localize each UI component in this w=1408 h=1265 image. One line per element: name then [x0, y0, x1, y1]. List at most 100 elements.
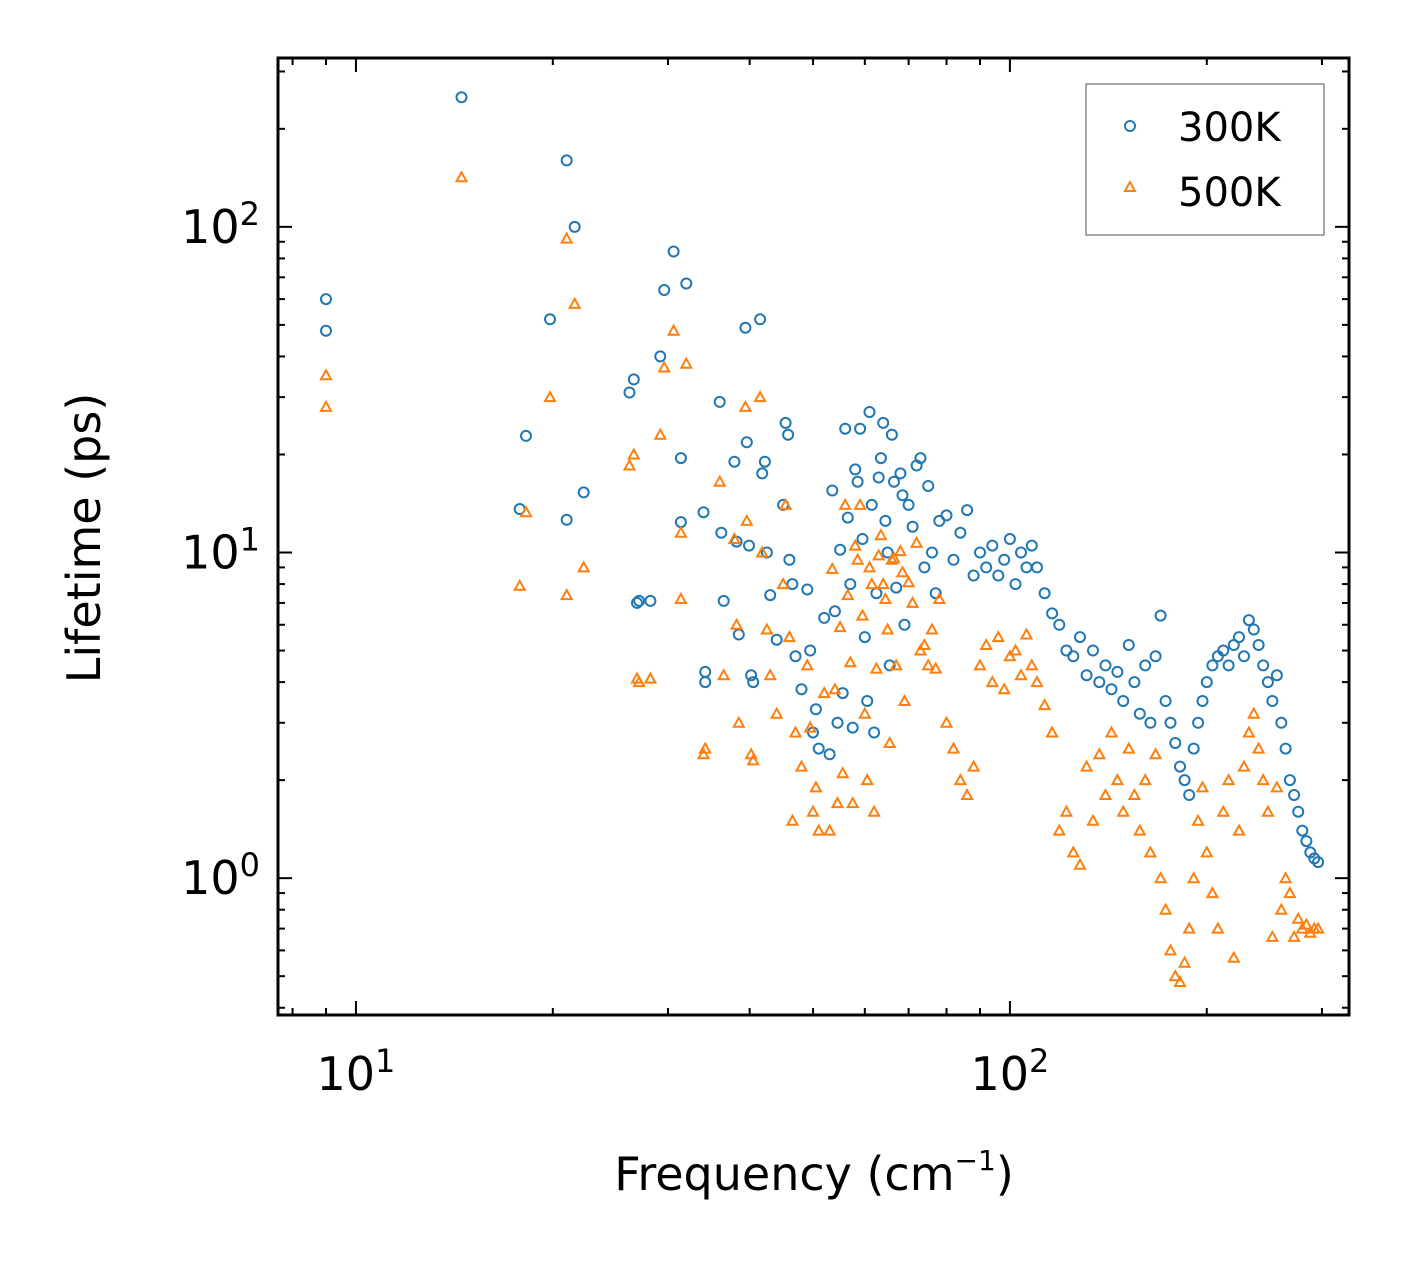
point-300K-134 [1174, 760, 1186, 773]
point-500K-64 [860, 773, 874, 786]
point-300K-100 [974, 546, 986, 559]
point-300K-40 [770, 633, 783, 646]
point-300K-77 [879, 514, 892, 527]
point-300K-18 [674, 452, 687, 465]
point-300K-58 [834, 543, 847, 556]
point-300K-84 [896, 489, 909, 502]
point-300K-12 [631, 596, 643, 609]
point-300K-98 [961, 504, 974, 517]
point-500K-22 [698, 741, 712, 754]
point-500K-96 [979, 637, 993, 650]
point-500K-17 [666, 323, 681, 336]
point-500K-78 [893, 544, 908, 557]
point-500K-136 [1205, 886, 1220, 899]
point-300K-149 [1247, 623, 1260, 636]
point-300K-83 [894, 467, 907, 480]
x-tick-label-100: 102 [970, 1042, 1049, 1101]
point-300K-34 [747, 676, 760, 689]
point-500K-50 [825, 561, 839, 574]
point-500K-42 [794, 759, 809, 772]
legend-label-300K: 300K [1178, 105, 1282, 151]
point-500K-129 [1173, 974, 1187, 987]
point-500K-8 [568, 296, 582, 309]
point-500K-19 [674, 591, 688, 604]
point-300K-124 [1122, 639, 1135, 651]
point-500K-149 [1270, 780, 1284, 793]
point-500K-134 [1195, 780, 1210, 793]
point-300K-141 [1206, 659, 1219, 672]
point-300K-86 [902, 498, 915, 511]
point-500K-147 [1261, 804, 1275, 817]
point-500K-143 [1242, 725, 1256, 738]
point-500K-68 [869, 661, 884, 674]
point-300K-70 [863, 406, 876, 418]
point-500K-70 [874, 528, 888, 541]
point-300K-46 [789, 650, 802, 663]
point-500K-58 [846, 796, 860, 809]
point-300K-159 [1292, 805, 1305, 818]
point-300K-0 [320, 293, 332, 306]
point-300K-85 [898, 618, 911, 631]
point-300K-155 [1275, 716, 1288, 729]
point-500K-87 [925, 622, 939, 635]
point-300K-147 [1238, 650, 1250, 663]
point-300K-27 [728, 455, 741, 468]
point-500K-13 [632, 675, 646, 688]
point-500K-130 [1177, 955, 1192, 968]
x-tick-label-10: 101 [316, 1042, 395, 1101]
point-500K-91 [946, 741, 961, 754]
point-300K-7 [560, 513, 573, 526]
point-300K-64 [849, 463, 862, 476]
point-500K-139 [1221, 773, 1236, 786]
point-300K-111 [1038, 587, 1051, 600]
y-tick-label-100: 102 [181, 195, 260, 254]
point-300K-44 [783, 553, 796, 566]
point-500K-2 [454, 170, 469, 183]
x-axis-label: Frequency (cm−1) [614, 1144, 1014, 1201]
point-300K-13 [633, 594, 646, 607]
point-300K-16 [658, 284, 671, 296]
point-500K-56 [841, 588, 855, 601]
point-300K-110 [1031, 561, 1043, 574]
point-300K-5 [544, 313, 556, 326]
point-500K-16 [657, 360, 671, 373]
point-500K-103 [1019, 627, 1034, 640]
point-300K-72 [868, 726, 881, 739]
point-300K-32 [743, 539, 755, 552]
point-300K-11 [627, 373, 640, 386]
point-500K-44 [803, 720, 817, 733]
point-500K-152 [1283, 886, 1297, 899]
point-500K-106 [1037, 698, 1052, 711]
point-300K-31 [740, 436, 753, 449]
point-300K-14 [644, 594, 657, 607]
point-500K-24 [717, 668, 731, 681]
point-300K-105 [1003, 533, 1016, 545]
point-300K-48 [801, 583, 814, 596]
point-500K-61 [853, 497, 867, 510]
point-500K-0 [319, 368, 333, 381]
point-300K-47 [795, 683, 808, 696]
point-300K-80 [885, 428, 898, 441]
point-300K-29 [732, 628, 745, 641]
point-500K-108 [1052, 823, 1066, 836]
point-500K-77 [889, 658, 903, 671]
point-300K-2 [455, 91, 468, 104]
point-500K-116 [1104, 725, 1119, 738]
point-300K-76 [877, 416, 890, 429]
point-300K-138 [1192, 716, 1205, 729]
point-500K-51 [828, 682, 842, 695]
point-500K-85 [917, 637, 932, 650]
point-300K-97 [954, 526, 967, 539]
legend: 300K 500K [1085, 83, 1325, 236]
point-500K-124 [1148, 747, 1163, 760]
point-500K-15 [653, 427, 667, 440]
point-300K-146 [1233, 631, 1245, 644]
point-300K-33 [745, 669, 758, 682]
point-300K-118 [1087, 644, 1099, 657]
point-500K-26 [729, 617, 744, 630]
point-500K-111 [1073, 857, 1087, 870]
point-300K-129 [1149, 650, 1162, 663]
point-500K-35 [763, 668, 777, 681]
point-500K-72 [878, 591, 893, 604]
